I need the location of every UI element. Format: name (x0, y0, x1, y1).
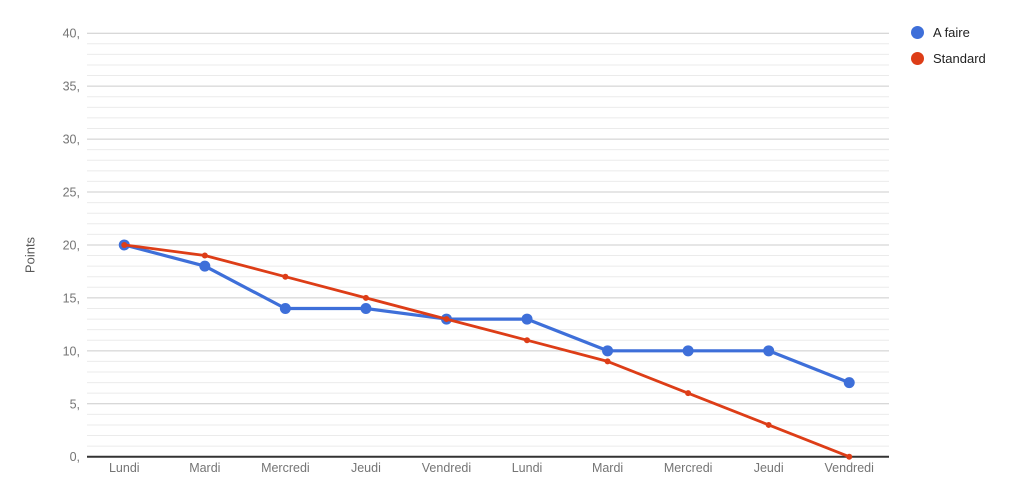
y-tick-label: 10, (63, 344, 80, 358)
y-tick-label: 25, (63, 186, 80, 200)
x-tick-label: Mardi (189, 461, 220, 475)
y-tick-label: 35, (63, 80, 80, 94)
x-tick-label: Jeudi (754, 461, 784, 475)
legend-label: Standard (933, 51, 986, 66)
data-point[interactable] (360, 302, 372, 314)
x-tick-label: Lundi (109, 461, 140, 475)
y-tick-label: 5, (70, 397, 80, 411)
data-point[interactable] (602, 345, 614, 357)
x-tick-label: Mercredi (261, 461, 310, 475)
x-tick-label: Lundi (512, 461, 543, 475)
data-point[interactable] (685, 390, 692, 397)
y-tick-label: 15, (63, 291, 80, 305)
x-tick-label: Mardi (592, 461, 623, 475)
data-point[interactable] (443, 316, 450, 323)
legend: A faire Standard (911, 25, 986, 77)
series-line-0 (122, 243, 851, 385)
x-tick-label: Vendredi (825, 461, 874, 475)
data-point[interactable] (279, 302, 291, 314)
data-point[interactable] (765, 421, 772, 428)
data-point[interactable] (604, 358, 611, 365)
data-point[interactable] (282, 273, 289, 280)
y-tick-label: 40, (63, 27, 80, 41)
data-point[interactable] (201, 252, 208, 259)
data-point[interactable] (121, 241, 128, 248)
data-point[interactable] (199, 260, 211, 272)
data-point[interactable] (521, 313, 533, 325)
y-tick-label: 20, (63, 238, 80, 252)
data-point[interactable] (846, 453, 853, 460)
x-tick-label: Jeudi (351, 461, 381, 475)
y-tick-label: 30, (63, 133, 80, 147)
legend-item-a-faire[interactable]: A faire (911, 25, 986, 40)
data-point[interactable] (682, 345, 694, 357)
data-point[interactable] (362, 294, 369, 301)
x-tick-label: Vendredi (422, 461, 471, 475)
y-axis-title: Points (22, 236, 38, 274)
x-tick-label: Mercredi (664, 461, 713, 475)
legend-label: A faire (933, 25, 970, 40)
y-tick-label: 0, (70, 450, 80, 464)
series-line-1 (122, 243, 851, 459)
data-point[interactable] (524, 337, 531, 344)
data-point[interactable] (763, 345, 775, 357)
legend-item-standard[interactable]: Standard (911, 51, 986, 66)
legend-dot-red-icon (911, 52, 924, 65)
data-point[interactable] (843, 377, 855, 389)
legend-dot-blue-icon (911, 26, 924, 39)
